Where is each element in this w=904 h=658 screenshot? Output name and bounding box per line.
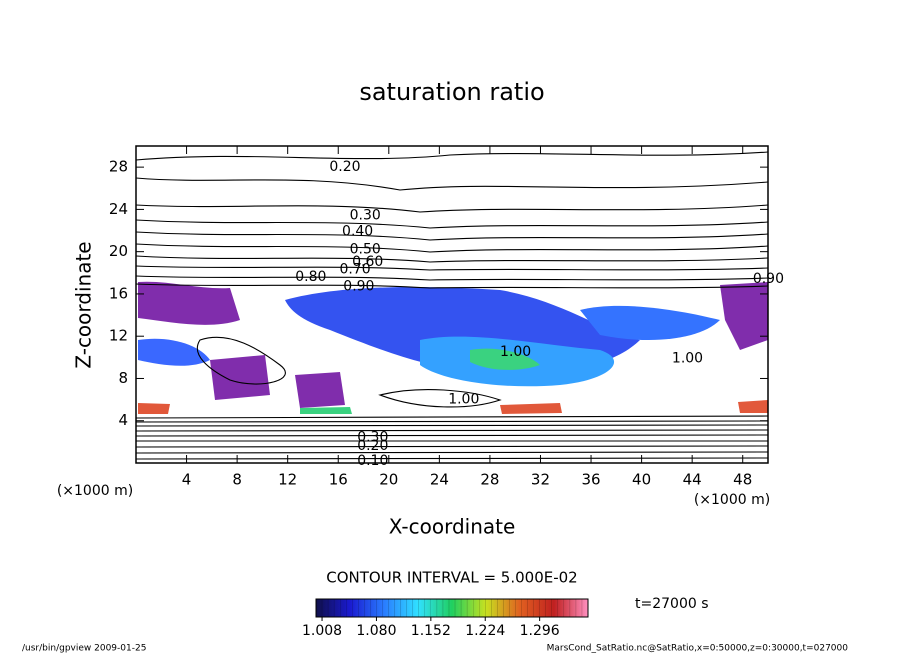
y-tick-label: 28 <box>109 158 128 176</box>
footer-left: /usr/bin/gpview 2009-01-25 <box>22 644 146 654</box>
x-tick-label: 36 <box>581 471 600 489</box>
plot-frame <box>135 145 769 464</box>
x-tick-label: 40 <box>632 471 651 489</box>
contour-label: 0.30 <box>350 208 381 224</box>
x-tick-label: 48 <box>733 471 752 489</box>
colorbar-tick-label: 1.080 <box>356 623 396 639</box>
y-axis-label: Z-coordinate <box>72 241 96 368</box>
colorbar-tick-label: 1.008 <box>302 623 342 639</box>
x-tick-label: 8 <box>232 471 242 489</box>
contour-label: 0.50 <box>350 242 381 258</box>
chart-title: saturation ratio <box>359 78 544 106</box>
contour-interval: CONTOUR INTERVAL = 5.000E-02 <box>326 569 577 587</box>
y-unit: (×1000 m) <box>694 492 770 508</box>
x-tick-label: 24 <box>430 471 449 489</box>
x-tick-label: 28 <box>480 471 499 489</box>
y-tick-label: 12 <box>109 327 128 345</box>
contour-label: 0.20 <box>329 159 360 175</box>
colorbar-tick-label: 1.152 <box>411 623 451 639</box>
time-label: t=27000 s <box>635 596 709 612</box>
contour-label: 0.90 <box>753 271 784 287</box>
field <box>136 151 768 460</box>
contour-label: 1.00 <box>672 350 703 366</box>
y-tick-label: 16 <box>109 284 128 302</box>
contour-label: 0.20 <box>357 438 388 454</box>
contour-label: 0.40 <box>342 224 373 240</box>
shading <box>138 281 768 414</box>
colorbar-tick-label: 1.224 <box>465 623 505 639</box>
contour-label: 0.80 <box>295 269 326 285</box>
contour-label: 0.90 <box>343 279 374 295</box>
x-tick-label: 20 <box>379 471 398 489</box>
y-tick-label: 20 <box>109 242 128 260</box>
y-tick-label: 8 <box>118 369 128 387</box>
y-tick-label: 4 <box>118 411 128 429</box>
x-tick-label: 12 <box>278 471 297 489</box>
colorbar <box>315 598 589 618</box>
x-unit: (×1000 m) <box>57 483 133 499</box>
x-tick-label: 16 <box>329 471 348 489</box>
contour-label: 0.70 <box>340 262 371 278</box>
contour-label: 0.10 <box>357 453 388 469</box>
colorbar-tick-label: 1.296 <box>520 623 560 639</box>
x-tick-label: 44 <box>683 471 702 489</box>
x-axis-label: X-coordinate <box>389 515 516 539</box>
contour-label: 0.60 <box>352 254 383 270</box>
y-tick-label: 24 <box>109 200 128 218</box>
contour-label: 0.30 <box>357 430 388 446</box>
x-tick-label: 32 <box>531 471 550 489</box>
x-tick-label: 4 <box>182 471 192 489</box>
footer-right: MarsCond_SatRatio.nc@SatRatio,x=0:50000,… <box>547 644 849 654</box>
contour-label: 1.00 <box>448 392 479 408</box>
contour-lines <box>136 151 768 460</box>
contour-label: 1.00 <box>500 344 531 360</box>
